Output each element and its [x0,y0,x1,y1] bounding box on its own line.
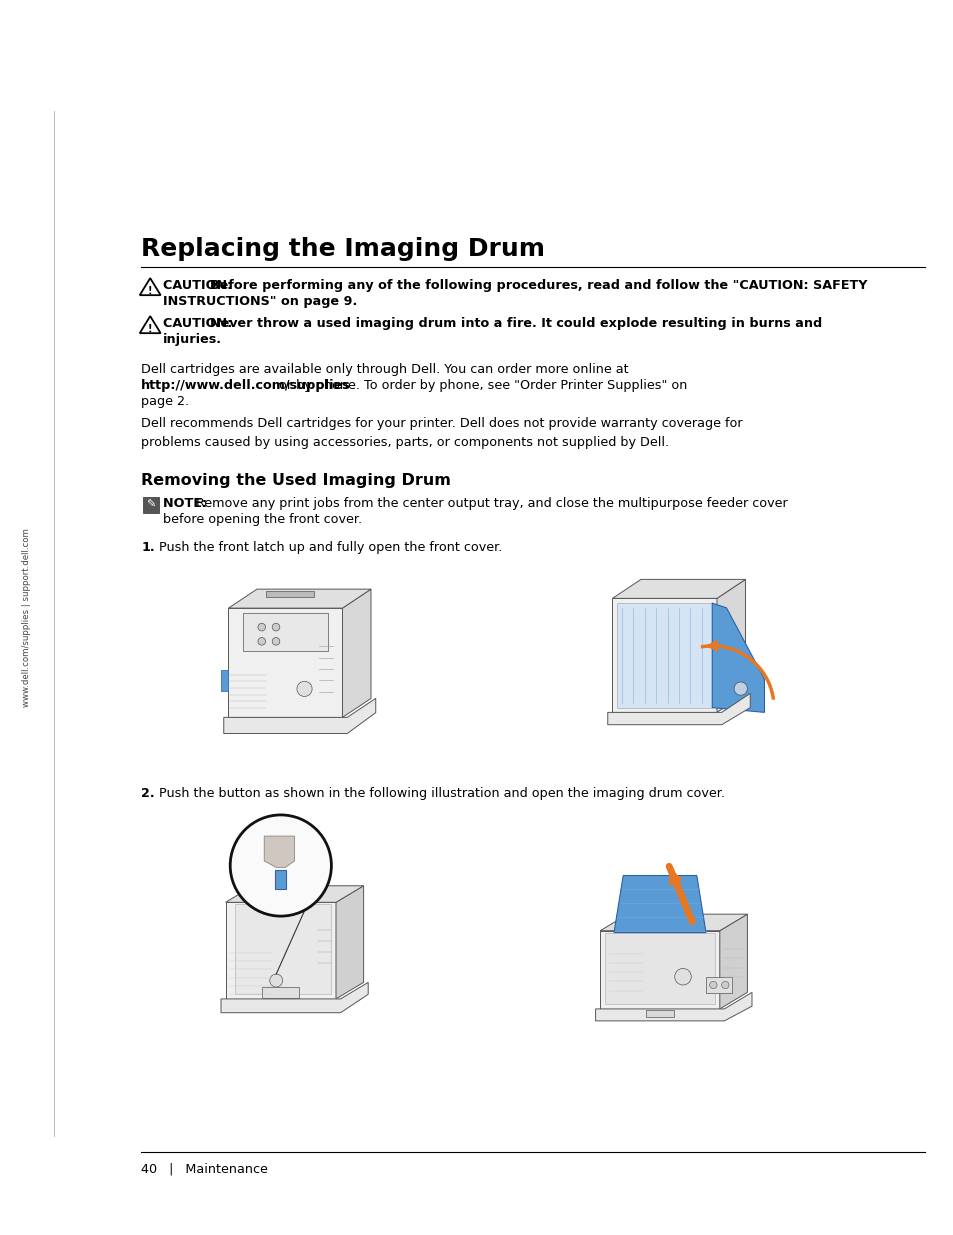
Circle shape [257,637,265,645]
Polygon shape [614,876,705,932]
Text: Dell cartridges are available only through Dell. You can order more online at: Dell cartridges are available only throu… [141,363,628,377]
Text: www.dell.com/supplies | support.dell.com: www.dell.com/supplies | support.dell.com [22,529,31,706]
Text: page 2.: page 2. [141,395,189,408]
Text: Removing the Used Imaging Drum: Removing the Used Imaging Drum [141,473,451,488]
Bar [645,1010,673,1018]
Polygon shape [335,885,363,999]
Text: injuries.: injuries. [163,333,222,346]
Polygon shape [342,589,371,718]
Text: http://www.dell.com/supplies: http://www.dell.com/supplies [141,379,351,393]
Circle shape [733,682,746,695]
Text: Push the front latch up and fully open the front cover.: Push the front latch up and fully open t… [159,541,502,555]
Bar [705,977,731,993]
Text: Push the button as shown in the following illustration and open the imaging drum: Push the button as shown in the followin… [159,787,724,800]
Circle shape [257,624,265,631]
Text: NOTE:: NOTE: [163,498,212,510]
Circle shape [674,968,691,986]
Polygon shape [221,982,368,1013]
Polygon shape [712,603,763,713]
Text: !: ! [148,324,152,333]
Polygon shape [604,932,715,1004]
Polygon shape [264,836,294,867]
Circle shape [296,682,312,697]
Circle shape [709,982,717,989]
Text: Replacing the Imaging Drum: Replacing the Imaging Drum [141,237,544,261]
Polygon shape [224,698,375,734]
Text: Remove any print jobs from the center output tray, and close the multipurpose fe: Remove any print jobs from the center ou… [196,498,787,510]
Text: INSTRUCTIONS" on page 9.: INSTRUCTIONS" on page 9. [163,295,357,308]
Polygon shape [720,914,746,1009]
Polygon shape [225,885,363,903]
Bar [221,669,229,690]
Text: 2.: 2. [141,787,154,800]
Text: CAUTION:: CAUTION: [163,317,236,330]
Polygon shape [717,579,744,713]
Bar [143,498,159,513]
Polygon shape [234,904,331,994]
Text: ✎: ✎ [147,500,155,510]
Circle shape [270,974,282,987]
Polygon shape [225,903,335,999]
Polygon shape [229,589,371,608]
Polygon shape [229,608,342,718]
Polygon shape [595,993,751,1021]
Bar [275,871,286,888]
Circle shape [230,815,331,916]
Text: 40   |   Maintenance: 40 | Maintenance [141,1162,268,1176]
Text: !: ! [148,285,152,295]
Polygon shape [612,579,744,599]
Polygon shape [607,693,749,725]
Text: or by phone. To order by phone, see "Order Printer Supplies" on: or by phone. To order by phone, see "Ord… [274,379,687,393]
Polygon shape [617,603,712,708]
Text: 1.: 1. [141,541,154,555]
Text: before opening the front cover.: before opening the front cover. [163,513,362,526]
Text: Never throw a used imaging drum into a fire. It could explode resulting in burns: Never throw a used imaging drum into a f… [210,317,821,330]
Polygon shape [242,613,328,651]
Circle shape [720,982,728,989]
Polygon shape [599,914,746,931]
Text: Before performing any of the following procedures, read and follow the "CAUTION:: Before performing any of the following p… [210,279,866,293]
Circle shape [272,624,279,631]
Text: Dell recommends Dell cartridges for your printer. Dell does not provide warranty: Dell recommends Dell cartridges for your… [141,417,742,450]
Polygon shape [612,599,717,713]
Bar [266,592,314,597]
Polygon shape [599,931,720,1009]
Text: CAUTION:: CAUTION: [163,279,236,293]
Bar [262,987,299,998]
Circle shape [272,637,279,645]
